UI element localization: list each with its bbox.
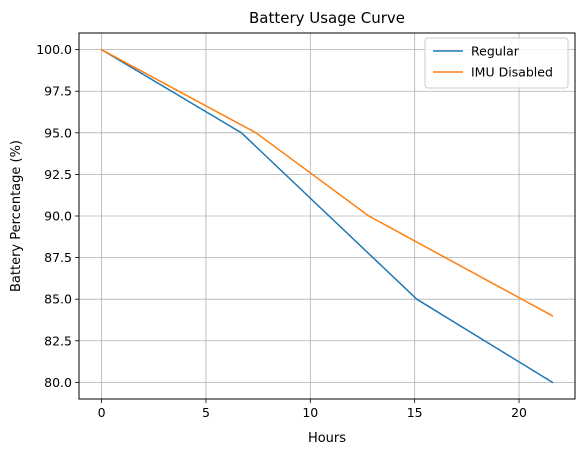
legend: Regular IMU Disabled (424, 37, 569, 89)
y-axis-label: Battery Percentage (%) (9, 140, 24, 292)
legend-label-imu-disabled: IMU Disabled (471, 65, 553, 80)
series-line-regular (100, 48, 554, 384)
x-tick-label: 0 (98, 405, 106, 420)
y-tick-label: 82.5 (44, 333, 72, 348)
series-line-imu-disabled (100, 48, 554, 317)
y-tick-label: 95.0 (44, 125, 72, 140)
grid-lines (79, 33, 575, 399)
x-tick-label: 15 (407, 405, 423, 420)
legend-label-regular: Regular (471, 44, 520, 59)
y-tick-label: 92.5 (44, 167, 72, 182)
y-tick-label: 87.5 (44, 250, 72, 265)
series-layer (100, 48, 554, 384)
y-tick-label: 100.0 (36, 42, 72, 57)
x-tick-label: 5 (202, 405, 210, 420)
y-tick-label: 90.0 (44, 209, 72, 224)
x-tick-label: 10 (302, 405, 318, 420)
y-tick-label: 97.5 (44, 84, 72, 99)
y-axis-ticks: 80.0 82.5 85.0 87.5 90.0 92.5 95.0 97.5 100.0 (36, 42, 79, 390)
y-tick-label: 85.0 (44, 292, 72, 307)
y-tick-label: 80.0 (44, 375, 72, 390)
x-axis-label: Hours (308, 431, 346, 446)
x-axis-ticks: 0 5 10 15 20 (98, 399, 527, 420)
x-tick-label: 20 (511, 405, 527, 420)
chart-title: Battery Usage Curve (249, 9, 405, 27)
